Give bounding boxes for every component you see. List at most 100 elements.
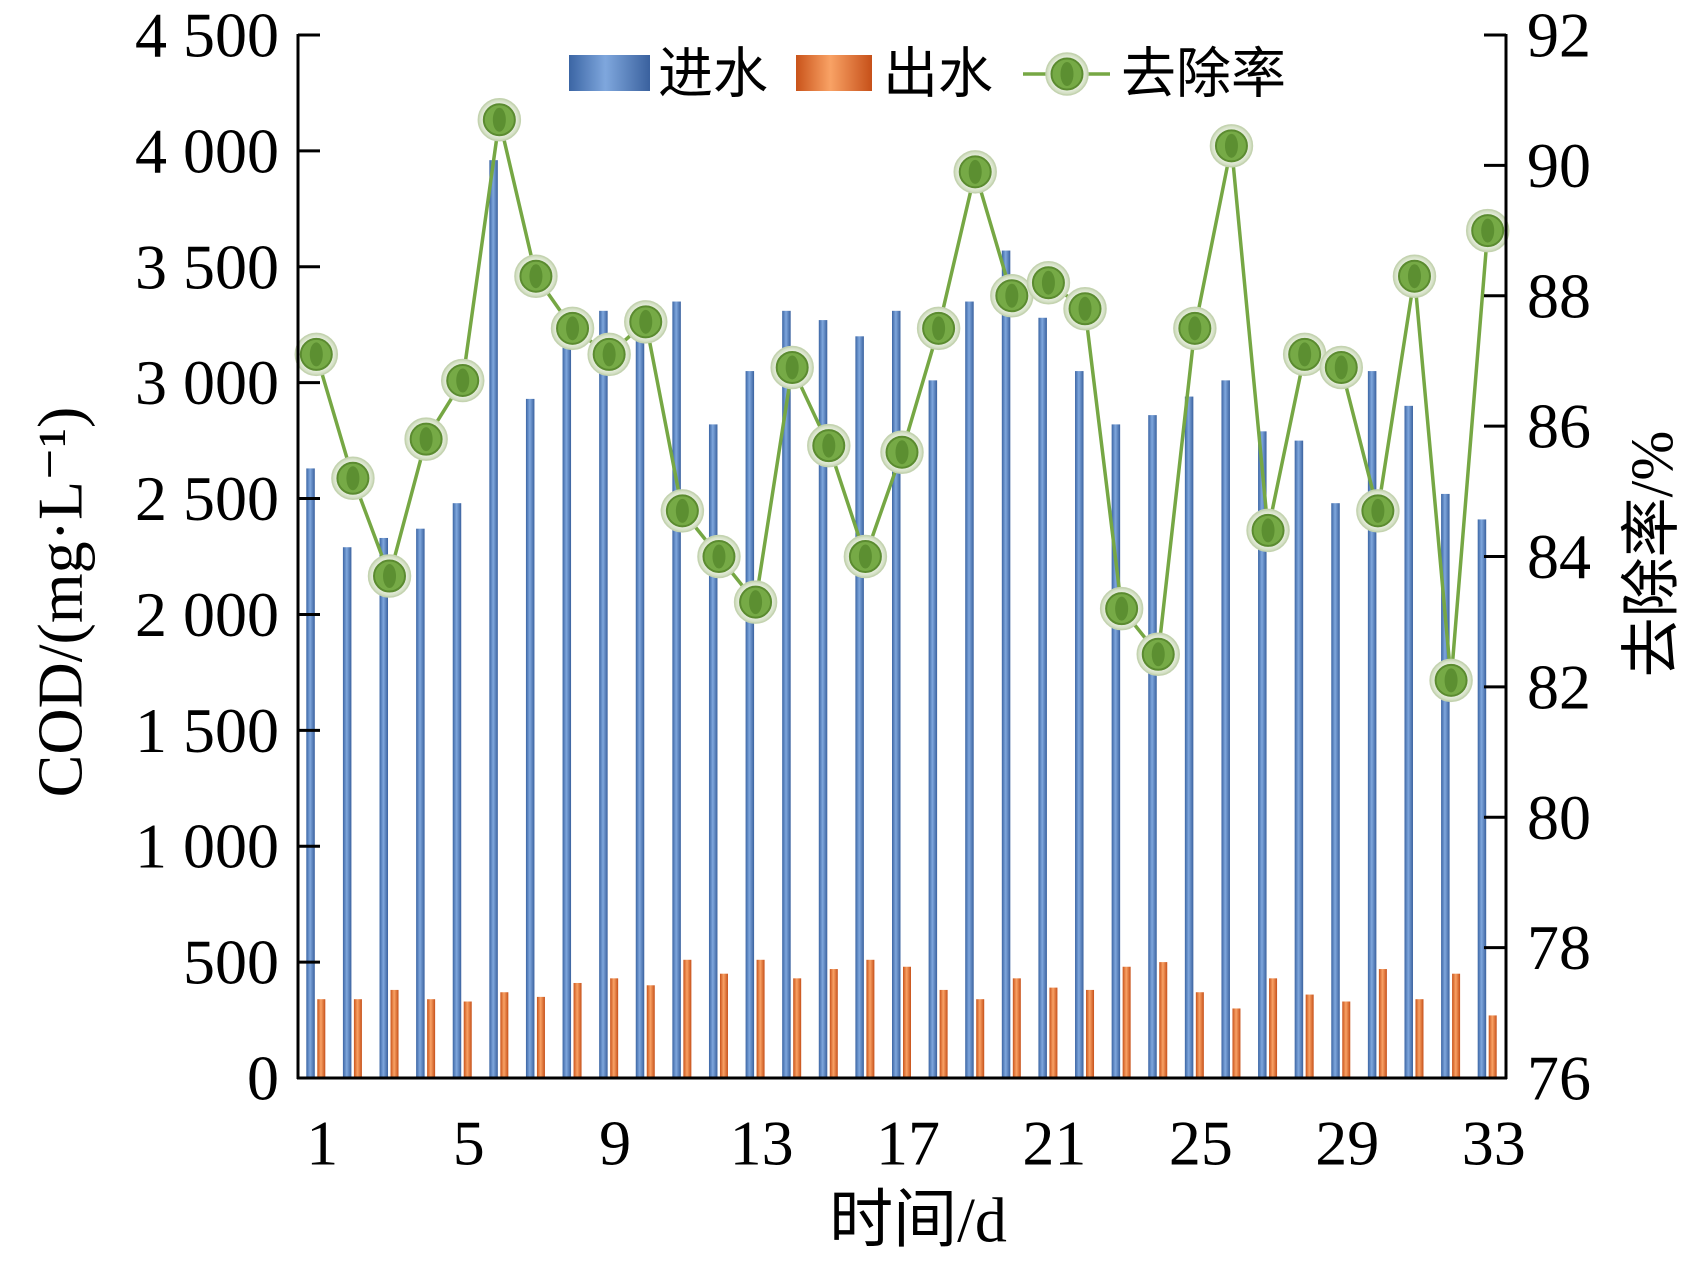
bar-influent bbox=[1001, 250, 1011, 1079]
removal-rate-marker bbox=[916, 306, 961, 351]
marker-core bbox=[932, 316, 946, 341]
marker-core bbox=[1188, 316, 1202, 341]
bar-influent bbox=[1477, 519, 1487, 1078]
right-y-tick-label: 92 bbox=[1527, 0, 1591, 71]
x-tick-label: 33 bbox=[1462, 1108, 1526, 1179]
left-y-tick-label: 0 bbox=[247, 1043, 279, 1114]
bar-influent bbox=[1148, 415, 1157, 1078]
marker-core bbox=[419, 427, 433, 452]
bar-effluent bbox=[1415, 999, 1424, 1078]
removal-rate-marker bbox=[1209, 124, 1254, 168]
bar-influent bbox=[708, 424, 718, 1078]
legend-swatch-effluent bbox=[796, 55, 872, 91]
marker-core bbox=[1371, 498, 1385, 523]
removal-rate-marker bbox=[1392, 254, 1437, 298]
right-y-tick-label: 88 bbox=[1527, 260, 1591, 331]
left-y-axis-title: COD/(mg·L⁻¹) bbox=[25, 407, 96, 798]
bar-influent bbox=[1111, 424, 1121, 1078]
removal-rate-marker bbox=[1465, 208, 1510, 253]
marker-core bbox=[566, 316, 580, 341]
marker-core bbox=[1005, 283, 1019, 308]
marker-core bbox=[1224, 133, 1238, 158]
right-y-tick-label: 76 bbox=[1527, 1043, 1591, 1114]
right-y-tick-label: 90 bbox=[1527, 130, 1591, 201]
right-y-tick-label: 84 bbox=[1527, 521, 1591, 592]
bar-effluent bbox=[719, 973, 728, 1078]
removal-rate-marker bbox=[660, 489, 705, 533]
x-axis-title: 时间/d bbox=[829, 1185, 1007, 1256]
bar-influent bbox=[1075, 371, 1084, 1079]
bar-effluent bbox=[463, 1001, 472, 1078]
marker-core bbox=[1041, 270, 1055, 295]
marker-core bbox=[456, 368, 470, 393]
bar-effluent bbox=[1012, 978, 1021, 1078]
removal-rate-marker bbox=[404, 417, 448, 461]
bar-effluent bbox=[1342, 1001, 1351, 1078]
removal-rate-marker bbox=[367, 554, 412, 598]
x-tick-label: 13 bbox=[730, 1108, 794, 1179]
bar-effluent bbox=[756, 959, 765, 1078]
removal-rate-marker bbox=[1136, 632, 1180, 677]
bar-effluent bbox=[317, 999, 326, 1078]
bar-influent bbox=[1367, 371, 1377, 1079]
bar-effluent bbox=[793, 978, 802, 1078]
removal-rate-marker bbox=[807, 423, 851, 468]
bar-effluent bbox=[903, 966, 911, 1078]
removal-rate-marker bbox=[697, 534, 741, 579]
marker-core bbox=[602, 342, 616, 367]
x-tick-label: 21 bbox=[1022, 1108, 1086, 1179]
right-y-tick-label: 86 bbox=[1527, 391, 1591, 462]
left-y-tick-label: 2 000 bbox=[135, 579, 279, 650]
left-y-tick-label: 2 500 bbox=[135, 463, 279, 534]
removal-rate-marker bbox=[990, 274, 1034, 318]
marker-core bbox=[1115, 596, 1129, 621]
legend-label-effluent: 出水 bbox=[883, 44, 993, 105]
legend-marker-removal-rate bbox=[1045, 52, 1089, 96]
left-y-tick-label: 4 500 bbox=[135, 0, 279, 71]
bar-influent bbox=[562, 317, 572, 1078]
bar-effluent bbox=[353, 999, 362, 1078]
bar-influent bbox=[1258, 431, 1267, 1079]
bar-influent bbox=[1404, 405, 1413, 1079]
marker-core bbox=[895, 440, 909, 465]
marker-core bbox=[1151, 642, 1165, 667]
removal-rate-marker bbox=[843, 534, 888, 579]
left-y-tick-label: 3 500 bbox=[135, 231, 279, 302]
bar-influent bbox=[892, 310, 901, 1078]
bar-influent bbox=[672, 301, 681, 1078]
bar-effluent bbox=[646, 985, 655, 1078]
x-tick-label: 5 bbox=[453, 1108, 485, 1179]
marker-core bbox=[749, 590, 763, 615]
removal-rate-marker bbox=[1282, 332, 1327, 377]
bar-effluent bbox=[610, 978, 619, 1078]
bar-effluent bbox=[1232, 1008, 1241, 1078]
bar-influent bbox=[782, 310, 791, 1078]
axes bbox=[296, 34, 1508, 1080]
removal-rate-marker bbox=[587, 332, 631, 377]
marker-core bbox=[1444, 668, 1458, 693]
bar-influent bbox=[416, 528, 425, 1078]
bar-effluent bbox=[390, 989, 399, 1078]
bar-influent bbox=[452, 503, 462, 1078]
marker-core bbox=[822, 433, 836, 458]
bar-effluent bbox=[1378, 969, 1387, 1078]
bar-series-group bbox=[306, 160, 1497, 1079]
bar-influent bbox=[379, 537, 389, 1078]
bar-effluent bbox=[573, 982, 582, 1078]
bar-influent bbox=[965, 301, 974, 1078]
marker-core bbox=[858, 544, 872, 569]
marker-core bbox=[785, 355, 799, 380]
left-y-tick-label: 1 500 bbox=[135, 695, 279, 766]
marker-core bbox=[529, 264, 543, 289]
removal-rate-marker bbox=[1429, 658, 1473, 703]
bar-effluent bbox=[976, 999, 985, 1078]
bar-influent bbox=[1331, 503, 1340, 1078]
marker-core bbox=[1261, 518, 1275, 543]
bar-influent bbox=[1184, 396, 1194, 1078]
bar-influent bbox=[1294, 440, 1304, 1078]
removal-rate-marker bbox=[733, 580, 778, 624]
marker-core bbox=[1298, 342, 1312, 367]
bar-influent bbox=[489, 160, 498, 1078]
removal-rate-marker bbox=[1356, 489, 1400, 533]
legend-marker-symbol bbox=[1045, 52, 1089, 96]
